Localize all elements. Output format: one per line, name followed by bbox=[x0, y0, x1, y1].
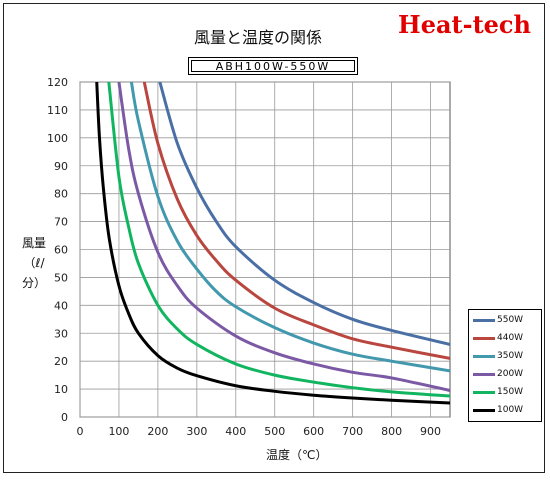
y-tick-label: 40 bbox=[54, 299, 68, 312]
legend: 550W 440W 350W 200W 150W 100W bbox=[468, 309, 542, 422]
y-tick-label: 90 bbox=[54, 160, 68, 173]
series-line-440W bbox=[142, 82, 450, 360]
legend-item-550W: 550W bbox=[469, 312, 541, 328]
series-line-100W bbox=[95, 82, 450, 405]
legend-item-100W: 100W bbox=[469, 402, 541, 418]
x-tick-label: 200 bbox=[147, 425, 168, 438]
y-tick-label: 20 bbox=[54, 355, 68, 368]
legend-item-200W: 200W bbox=[469, 366, 541, 382]
x-tick-label: 500 bbox=[264, 425, 285, 438]
y-tick-label: 30 bbox=[54, 327, 68, 340]
legend-swatch bbox=[473, 336, 495, 340]
chart-subtitle-box: ABH100W-550W bbox=[188, 57, 358, 75]
x-tick-label: 400 bbox=[225, 425, 246, 438]
x-tick-label: 800 bbox=[381, 425, 402, 438]
y-tick-label: 50 bbox=[54, 271, 68, 284]
legend-swatch bbox=[473, 390, 495, 394]
legend-swatch bbox=[473, 372, 495, 376]
legend-item-350W: 350W bbox=[469, 348, 541, 364]
y-tick-label: 60 bbox=[54, 244, 68, 257]
y-tick-label: 110 bbox=[47, 104, 68, 117]
y-tick-label: 10 bbox=[54, 383, 68, 396]
y-tick-label: 100 bbox=[47, 132, 68, 145]
y-tick-label: 0 bbox=[61, 411, 68, 424]
legend-label: 100W bbox=[497, 405, 524, 415]
series-line-200W bbox=[117, 82, 450, 392]
series-line-550W bbox=[158, 82, 450, 346]
x-tick-label: 0 bbox=[77, 425, 84, 438]
legend-label: 200W bbox=[497, 369, 524, 379]
x-tick-label: 600 bbox=[303, 425, 324, 438]
x-tick-label: 300 bbox=[186, 425, 207, 438]
y-axis-label-line: （ℓ/分） bbox=[21, 256, 46, 290]
y-tick-label: 80 bbox=[54, 188, 68, 201]
y-tick-label: 120 bbox=[47, 76, 68, 89]
brand-logo: Heat-tech bbox=[398, 10, 531, 39]
legend-item-150W: 150W bbox=[469, 384, 541, 400]
x-tick-label: 900 bbox=[420, 425, 441, 438]
legend-label: 550W bbox=[497, 315, 524, 325]
y-axis-label: 風量 （ℓ/分） bbox=[16, 233, 52, 293]
legend-swatch bbox=[473, 354, 495, 358]
x-axis-label: 温度（℃） bbox=[266, 448, 328, 462]
series-line-350W bbox=[129, 82, 450, 373]
legend-item-440W: 440W bbox=[469, 330, 541, 346]
legend-label: 350W bbox=[497, 351, 524, 361]
x-tick-label: 700 bbox=[342, 425, 363, 438]
series-line-150W bbox=[107, 82, 450, 398]
legend-label: 150W bbox=[497, 387, 524, 397]
chart-title: 風量と温度の関係 bbox=[194, 28, 323, 47]
legend-label: 440W bbox=[497, 333, 524, 343]
y-axis-label-line: 風量 bbox=[21, 236, 46, 250]
legend-swatch bbox=[473, 318, 495, 322]
legend-swatch bbox=[473, 408, 495, 412]
chart-subtitle: ABH100W-550W bbox=[191, 60, 355, 73]
y-tick-label: 70 bbox=[54, 216, 68, 229]
x-tick-label: 100 bbox=[108, 425, 129, 438]
